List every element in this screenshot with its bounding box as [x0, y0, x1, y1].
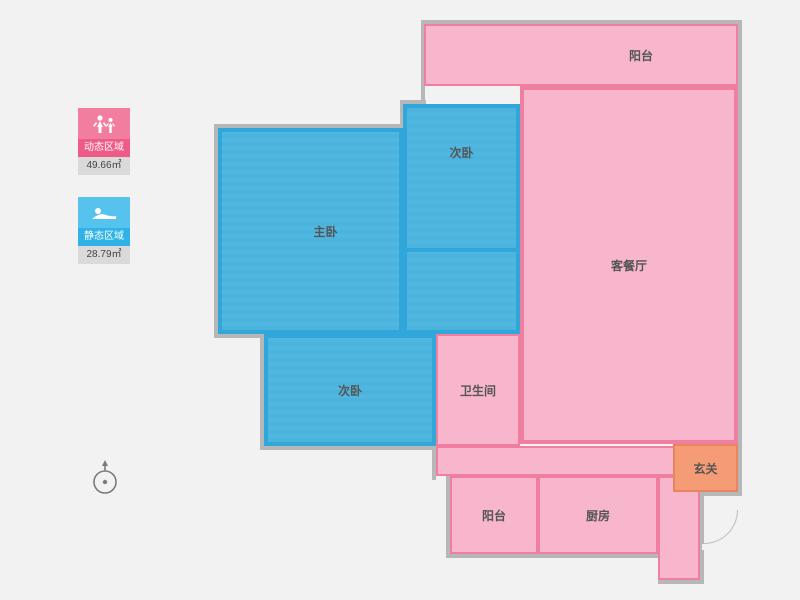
floor-plan: 阳台客餐厅主卧次卧次卧卫生间阳台厨房玄关 [218, 24, 740, 580]
legend-static: 静态区域 28.79㎡ [78, 197, 130, 264]
room-label: 卫生间 [460, 382, 496, 399]
room-label: 次卧 [338, 382, 362, 399]
room-living-dining: 客餐厅 [520, 86, 738, 444]
room-label: 阳台 [629, 47, 653, 64]
legend-dynamic-swatch [78, 108, 130, 139]
room-label: 玄关 [693, 460, 717, 477]
legend-dynamic-label: 动态区域 [78, 139, 130, 157]
room-label: 阳台 [482, 507, 506, 524]
wall [260, 446, 436, 450]
room-label: 厨房 [586, 507, 610, 524]
room-bedroom-2a-ext [403, 252, 520, 334]
room-label: 客餐厅 [611, 257, 647, 274]
wall [658, 580, 704, 584]
wall [214, 334, 264, 338]
legend-dynamic: 动态区域 49.66㎡ [78, 108, 130, 175]
room-balcony-bottom: 阳台 [450, 476, 538, 554]
legend-dynamic-value: 49.66㎡ [78, 157, 130, 175]
room-label: 次卧 [449, 144, 473, 161]
compass-icon [90, 460, 120, 496]
rest-icon [90, 204, 118, 222]
room-bedroom-2a: 次卧 [403, 104, 520, 252]
wall [700, 492, 742, 496]
canvas: 动态区域 49.66㎡ 静态区域 28.79㎡ [0, 0, 800, 600]
room-label: 主卧 [313, 223, 337, 240]
room-bathroom: 卫生间 [436, 334, 520, 446]
legend-static-value: 28.79㎡ [78, 246, 130, 264]
legend: 动态区域 49.66㎡ 静态区域 28.79㎡ [78, 108, 130, 286]
entry-door-arc [704, 510, 738, 544]
room-kitchen: 厨房 [538, 476, 658, 554]
room-entrance: 玄关 [673, 444, 738, 492]
legend-static-swatch [78, 197, 130, 228]
entry-door [702, 544, 738, 550]
room-bedroom-2b: 次卧 [264, 334, 436, 446]
wall [446, 554, 662, 558]
wall [738, 20, 742, 496]
room-master-bedroom: 主卧 [218, 128, 403, 334]
room-balcony-top: 阳台 [424, 24, 738, 86]
room-corridor [436, 446, 700, 476]
people-icon [91, 114, 117, 134]
legend-static-label: 静态区域 [78, 228, 130, 246]
